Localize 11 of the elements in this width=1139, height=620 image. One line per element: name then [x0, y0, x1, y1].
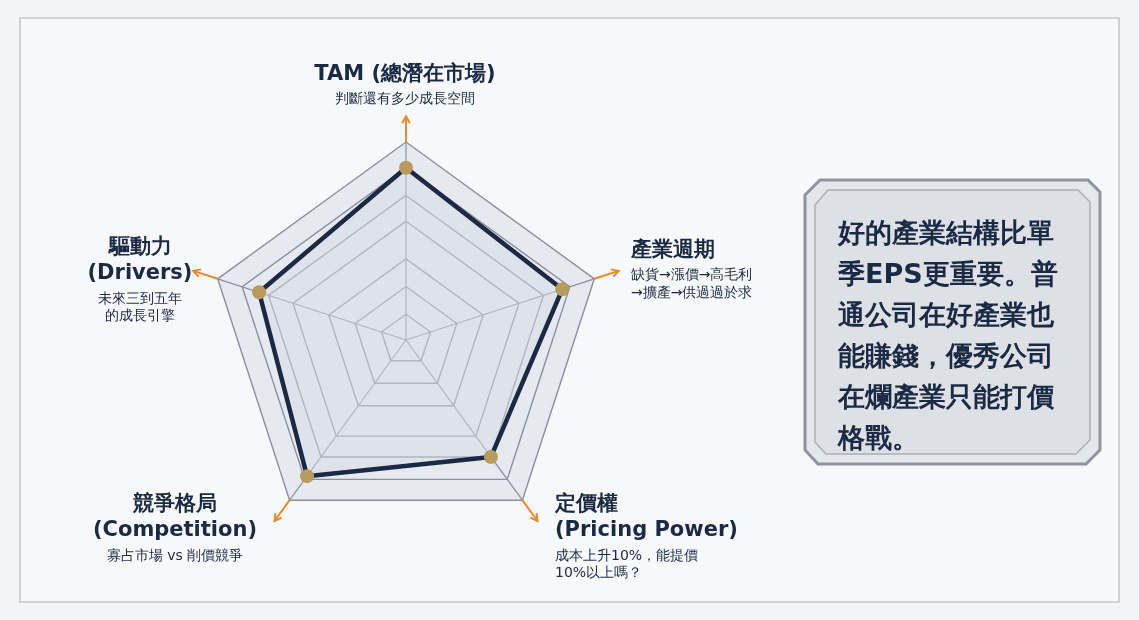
spoke-label: 驅動力 (Drivers): [86, 233, 194, 286]
text: 缺貨→漲價→高毛利→擴產→供過過於求: [631, 266, 754, 302]
text: 寡占市場 vs 削價競爭: [105, 546, 245, 564]
spoke-label: 競爭格局 (Competition): [91, 490, 258, 543]
spoke-label: TAM (總潛在市場): [313, 60, 497, 87]
spoke-label: 定價權 (Pricing Power): [555, 490, 739, 543]
spoke-label: 產業週期: [631, 236, 716, 263]
text: 未來三到五年的成長引擎: [97, 289, 183, 325]
text: 成本上升10%，能提價10%以上嗎？: [555, 546, 700, 582]
text: 好的產業結構比單季EPS更重要。普通公司在好產業也能賺錢，優秀公司在爛產業只能打價格戰。: [838, 216, 1059, 455]
text: 判斷還有多少成長空間: [334, 90, 476, 108]
